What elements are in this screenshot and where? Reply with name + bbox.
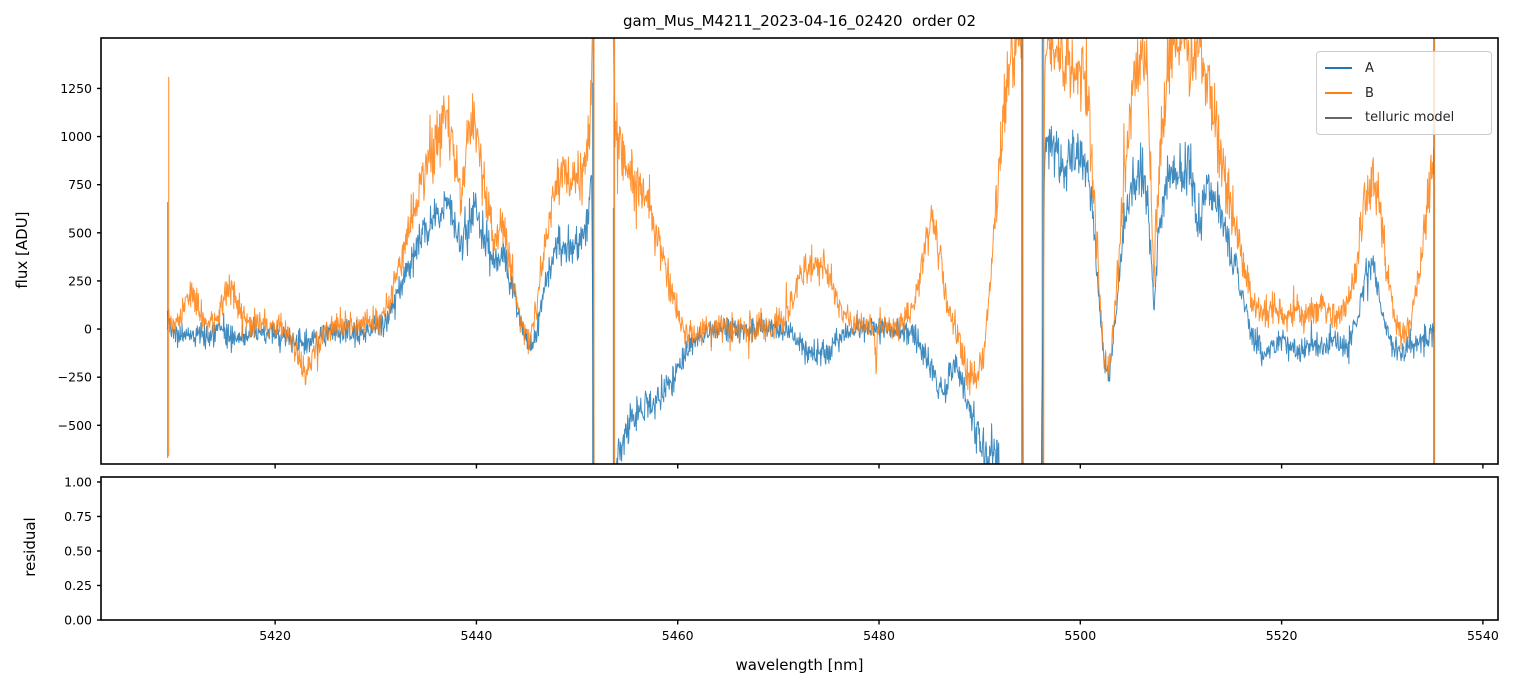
svg-text:5540: 5540 bbox=[1467, 628, 1499, 643]
svg-text:5480: 5480 bbox=[863, 628, 895, 643]
svg-text:250: 250 bbox=[68, 273, 92, 288]
legend-label-a: A bbox=[1365, 60, 1374, 76]
svg-text:5460: 5460 bbox=[662, 628, 694, 643]
svg-text:0.50: 0.50 bbox=[64, 543, 92, 558]
series-B-path bbox=[166, 38, 1435, 464]
legend-label-telluric: telluric model bbox=[1365, 110, 1455, 126]
axis-ticks bbox=[97, 87, 1484, 625]
svg-text:500: 500 bbox=[68, 225, 92, 240]
svg-text:−250: −250 bbox=[58, 370, 92, 385]
residual-axis-label: residual bbox=[21, 517, 39, 577]
svg-text:1.00: 1.00 bbox=[64, 474, 92, 489]
flux-axis-label: flux [ADU] bbox=[13, 211, 31, 289]
legend-line-sample-a bbox=[1325, 67, 1352, 70]
legend-item-a: A bbox=[1317, 56, 1491, 81]
legend: A B telluric model bbox=[1316, 51, 1492, 135]
legend-label-b: B bbox=[1365, 85, 1374, 101]
svg-text:750: 750 bbox=[68, 177, 92, 192]
svg-text:−500: −500 bbox=[58, 418, 92, 433]
wavelength-axis-label: wavelength [nm] bbox=[735, 656, 864, 674]
svg-text:5520: 5520 bbox=[1266, 628, 1298, 643]
svg-text:0.00: 0.00 bbox=[64, 613, 92, 628]
svg-text:1250: 1250 bbox=[60, 81, 92, 96]
legend-item-b: B bbox=[1317, 81, 1491, 106]
legend-line-sample-b bbox=[1325, 92, 1352, 94]
svg-text:0.75: 0.75 bbox=[64, 509, 92, 524]
spectrum-series bbox=[166, 38, 1436, 464]
legend-item-telluric: telluric model bbox=[1317, 105, 1491, 130]
svg-text:1000: 1000 bbox=[60, 129, 92, 144]
axes-frames bbox=[100, 37, 1499, 621]
svg-text:5420: 5420 bbox=[259, 628, 291, 643]
telluric-model-lines bbox=[592, 38, 1435, 464]
svg-text:5500: 5500 bbox=[1064, 628, 1096, 643]
svg-text:5440: 5440 bbox=[461, 628, 493, 643]
svg-text:0: 0 bbox=[84, 322, 92, 337]
axis-tick-labels: 1250 1000 750 500 250 0 −250 −500 1.00 0.75 0.50 0.… bbox=[58, 81, 1499, 643]
svg-text:0.25: 0.25 bbox=[64, 578, 92, 593]
legend-line-sample-telluric bbox=[1325, 116, 1352, 119]
plot-title: gam_Mus_M4211_2023-04-16_02420 order 02 bbox=[623, 12, 976, 30]
